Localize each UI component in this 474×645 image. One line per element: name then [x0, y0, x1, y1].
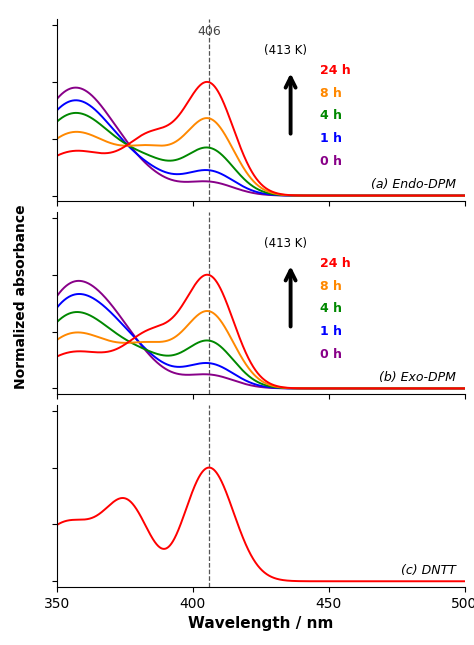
- Text: 1 h: 1 h: [320, 132, 343, 145]
- Text: 8 h: 8 h: [320, 87, 342, 100]
- Text: 24 h: 24 h: [320, 257, 351, 270]
- X-axis label: Wavelength / nm: Wavelength / nm: [188, 616, 333, 631]
- Text: 1 h: 1 h: [320, 325, 343, 338]
- Text: (a) Endo-DPM: (a) Endo-DPM: [371, 178, 456, 191]
- Text: 24 h: 24 h: [320, 64, 351, 77]
- Text: 0 h: 0 h: [320, 155, 343, 168]
- Text: Normalized absorbance: Normalized absorbance: [14, 204, 28, 389]
- Text: 8 h: 8 h: [320, 279, 342, 293]
- Text: (b) Exo-DPM: (b) Exo-DPM: [380, 371, 456, 384]
- Text: (413 K): (413 K): [264, 44, 307, 57]
- Text: 406: 406: [197, 25, 221, 38]
- Text: 0 h: 0 h: [320, 348, 343, 361]
- Text: (413 K): (413 K): [264, 237, 307, 250]
- Text: 4 h: 4 h: [320, 110, 343, 123]
- Text: 4 h: 4 h: [320, 303, 343, 315]
- Text: (c) DNTT: (c) DNTT: [401, 564, 456, 577]
